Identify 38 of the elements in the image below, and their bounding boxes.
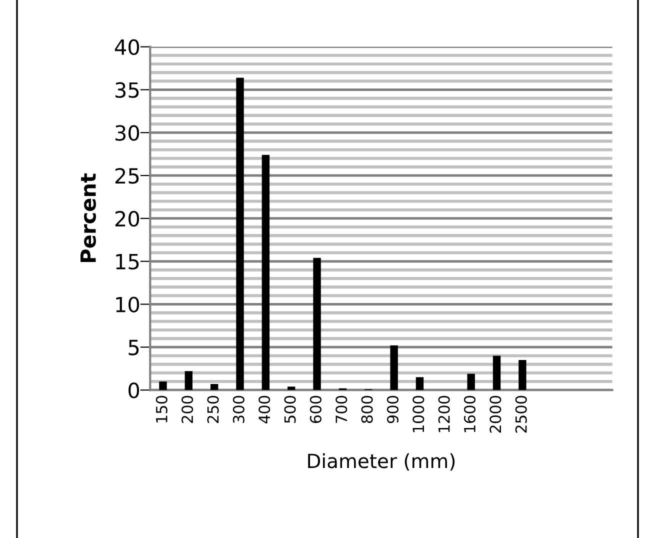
bar [416, 377, 424, 390]
bar [518, 360, 526, 390]
bar [492, 356, 501, 390]
y-tick-label: 25 [115, 168, 139, 184]
bar [184, 371, 193, 390]
x-tick-label: 600 [310, 396, 322, 424]
y-tick-label: 40 [114, 39, 140, 56]
y-tick-label: 15 [116, 254, 139, 270]
x-tick-label: 300 [232, 396, 244, 423]
x-axis-title: Diameter (mm) [308, 453, 455, 471]
x-tick-label: 500 [284, 396, 296, 423]
bar [159, 381, 167, 390]
x-tick-label: 200 [182, 396, 194, 423]
y-tick-label: 35 [116, 82, 139, 98]
y-tick-label: 0 [128, 382, 140, 398]
bar [288, 386, 296, 390]
x-tick-label: 700 [336, 396, 348, 423]
bar [313, 258, 321, 390]
x-tick-label: 900 [386, 396, 398, 424]
y-tick-label: 10 [116, 296, 140, 312]
x-tick-label: 150 [156, 396, 168, 422]
x-tick-label: 250 [207, 396, 219, 423]
x-tick-label: 1000 [412, 396, 424, 432]
x-tick-label: 400 [258, 396, 270, 424]
x-tick-label: 1600 [464, 396, 476, 432]
y-axis-title: Percent [80, 173, 96, 262]
bar [262, 154, 270, 390]
bar [467, 374, 475, 390]
y-tick-label: 30 [116, 125, 140, 141]
x-tick-label: 2000 [490, 396, 502, 433]
bar [210, 384, 218, 390]
y-tick-label: 20 [115, 210, 140, 227]
y-tick-label: 5 [128, 340, 139, 356]
bar [390, 345, 398, 390]
bar [236, 78, 244, 390]
x-tick-label: 1200 [438, 396, 450, 432]
x-tick-label: 2500 [515, 396, 527, 433]
x-tick-label: 800 [361, 396, 373, 424]
